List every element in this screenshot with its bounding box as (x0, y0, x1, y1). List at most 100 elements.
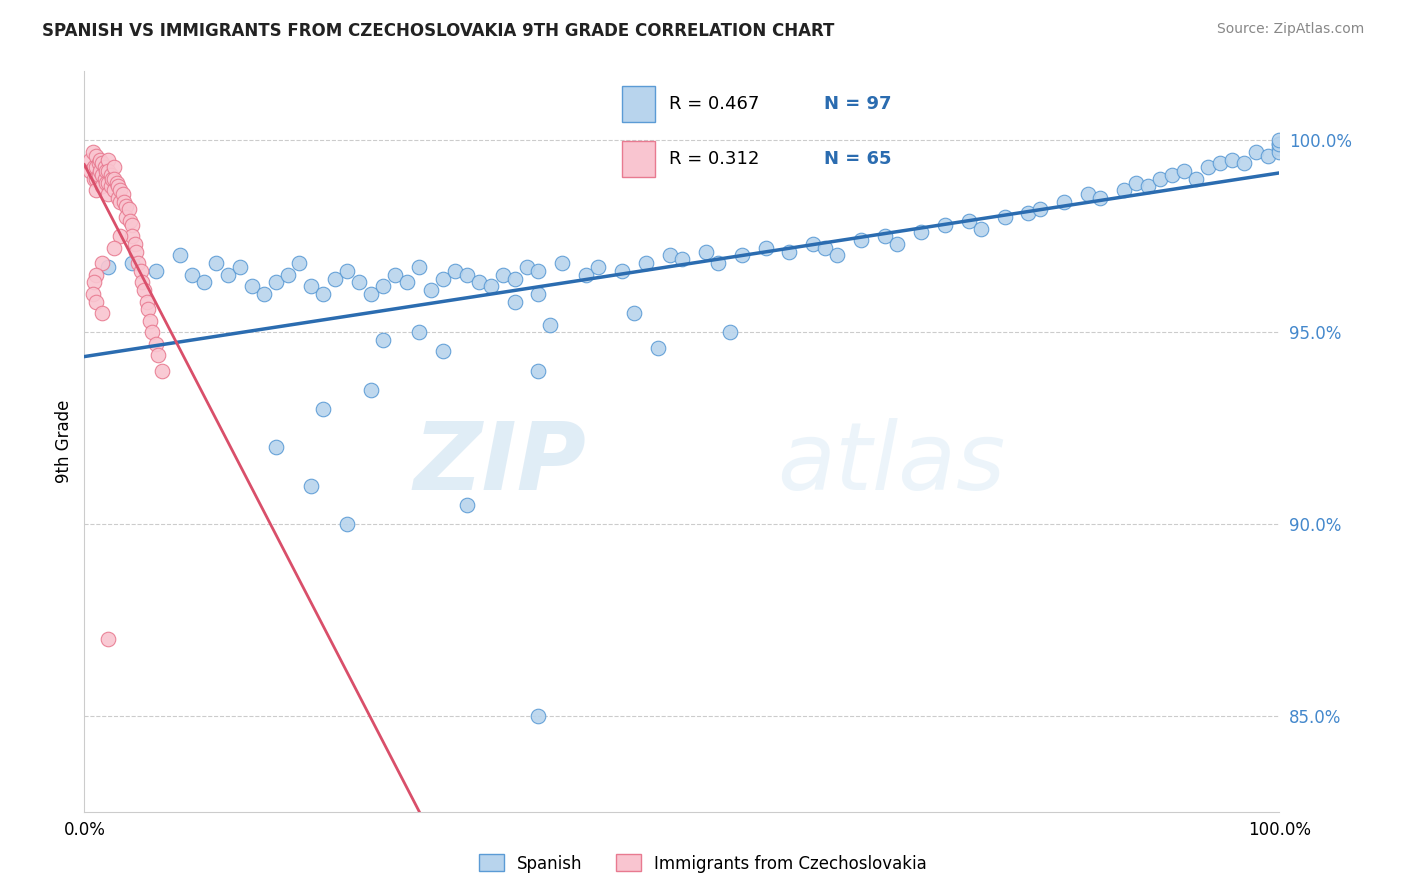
Point (94, 176, 117, 190)
Point (1018, 206, 1040, 220)
Point (875, 229, 897, 244)
Point (623, 306, 645, 320)
Point (527, 286, 550, 301)
Point (1233, 156, 1256, 170)
Point (1053, 194, 1076, 209)
Point (1173, 164, 1195, 178)
Point (253, 286, 276, 301)
Point (103, 171, 125, 186)
Point (83, 171, 105, 186)
Point (118, 214, 141, 228)
Point (127, 256, 149, 270)
Point (83, 276, 105, 290)
Text: N = 65: N = 65 (824, 150, 891, 169)
Point (851, 233, 873, 247)
Text: R = 0.312: R = 0.312 (669, 150, 759, 169)
Point (432, 271, 454, 285)
Point (503, 271, 526, 285)
Point (301, 279, 323, 293)
Point (135, 294, 157, 309)
Point (1257, 149, 1279, 163)
Point (240, 279, 263, 293)
Point (79, 164, 101, 178)
Point (111, 187, 134, 202)
Point (145, 264, 167, 278)
Point (110, 194, 132, 209)
Point (1029, 202, 1052, 217)
Point (82, 286, 104, 301)
Point (217, 268, 239, 282)
Point (121, 218, 143, 232)
Point (360, 286, 382, 301)
Point (87, 156, 110, 170)
Point (110, 183, 132, 197)
Point (551, 256, 574, 270)
Point (97, 260, 120, 274)
Point (886, 237, 908, 252)
Text: R = 0.467: R = 0.467 (669, 95, 759, 113)
Point (86, 171, 108, 186)
Point (100, 168, 122, 182)
Point (994, 210, 1017, 224)
Legend: Spanish, Immigrants from Czechoslovakia: Spanish, Immigrants from Czechoslovakia (472, 847, 934, 880)
Point (86, 149, 108, 163)
Point (169, 248, 191, 262)
Point (396, 276, 419, 290)
Point (527, 708, 550, 723)
Text: Source: ZipAtlas.com: Source: ZipAtlas.com (1216, 22, 1364, 37)
Point (1161, 168, 1184, 182)
Point (636, 256, 658, 270)
Point (1185, 171, 1208, 186)
Point (264, 440, 287, 454)
Point (79, 153, 101, 167)
Point (132, 283, 156, 297)
Point (360, 383, 382, 397)
Text: atlas: atlas (778, 418, 1005, 509)
Point (444, 264, 467, 278)
Point (910, 226, 932, 240)
Point (325, 271, 347, 285)
Point (115, 199, 138, 213)
Point (468, 276, 491, 290)
Point (1268, 133, 1291, 147)
Point (97, 632, 120, 646)
Point (93, 161, 115, 175)
Point (117, 202, 139, 217)
Text: SPANISH VS IMMIGRANTS FROM CZECHOSLOVAKIA 9TH GRADE CORRELATION CHART: SPANISH VS IMMIGRANTS FROM CZECHOSLOVAKI… (42, 22, 835, 40)
Point (91, 156, 114, 170)
Point (103, 241, 125, 255)
Point (181, 268, 204, 282)
Point (121, 256, 143, 270)
Point (934, 218, 956, 232)
Point (105, 176, 128, 190)
Point (205, 256, 228, 270)
Point (312, 286, 335, 301)
Point (659, 248, 682, 262)
Point (91, 179, 114, 194)
Point (97, 176, 120, 190)
Text: ZIP: ZIP (413, 417, 586, 509)
Point (100, 179, 122, 194)
Point (89, 164, 111, 178)
Point (93, 171, 115, 186)
Point (145, 336, 167, 351)
Y-axis label: 9th Grade: 9th Grade (55, 400, 73, 483)
Point (1149, 171, 1171, 186)
Point (87, 168, 110, 182)
Point (97, 153, 120, 167)
Point (575, 268, 598, 282)
Point (91, 256, 114, 270)
Point (86, 294, 108, 309)
Point (779, 244, 801, 259)
Point (814, 241, 837, 255)
Point (115, 210, 138, 224)
Point (970, 221, 993, 235)
Point (264, 276, 287, 290)
Point (112, 194, 135, 209)
Point (121, 229, 143, 244)
Text: N = 97: N = 97 (824, 95, 891, 113)
Point (131, 276, 153, 290)
Point (1268, 145, 1291, 159)
Point (97, 187, 120, 202)
Point (420, 283, 443, 297)
